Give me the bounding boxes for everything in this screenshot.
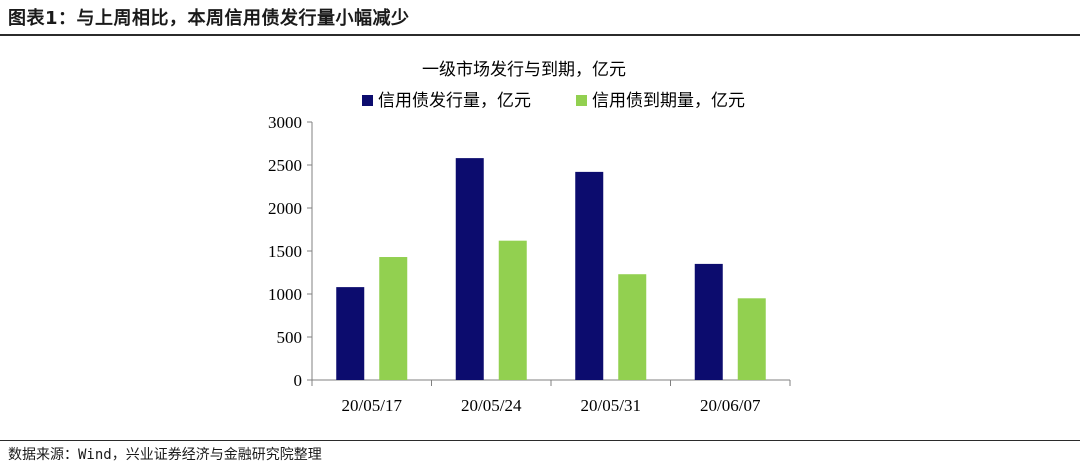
legend-label-1: 信用债发行量，亿元	[378, 91, 531, 111]
chart-title: 一级市场发行与到期，亿元	[422, 60, 626, 80]
y-tick-label-3: 1500	[268, 242, 302, 261]
bar-series2-20-05-17	[379, 257, 408, 380]
x-tick-label-4: 20/06/07	[700, 396, 761, 415]
figure-title: 图表1：与上周相比，本周信用债发行量小幅减少	[8, 8, 410, 29]
bars	[336, 158, 766, 380]
legend: 信用债发行量，亿元 信用债到期量，亿元	[362, 91, 745, 111]
bar-series2-20-05-24	[498, 240, 527, 380]
axes: 0 500 1000 1500 2000 2500 3000 20/05/17 20/05/24…	[268, 113, 791, 415]
y-tick-label-6: 3000	[268, 113, 302, 132]
y-tick-label-5: 2500	[268, 156, 302, 175]
x-tick-label-2: 20/05/24	[461, 396, 522, 415]
source-note: 数据来源：Wind，兴业证券经济与金融研究院整理	[8, 447, 322, 463]
legend-swatch-1	[362, 95, 373, 106]
y-tick-label-1: 500	[277, 328, 303, 347]
y-tick-label-2: 1000	[268, 285, 302, 304]
bar-series1-20-06-07	[694, 263, 723, 380]
y-tick-label-0: 0	[294, 371, 303, 390]
bar-series2-20-06-07	[737, 298, 766, 380]
bar-series1-20-05-17	[336, 287, 365, 380]
bottom-divider	[0, 440, 1080, 441]
x-tick-label-3: 20/05/31	[581, 396, 641, 415]
top-divider	[0, 34, 1080, 36]
y-tick-label-4: 2000	[268, 199, 302, 218]
legend-label-2: 信用债到期量，亿元	[592, 91, 745, 111]
bar-series2-20-05-31	[618, 274, 647, 380]
bar-chart: 一级市场发行与到期，亿元 信用债发行量，亿元 信用债到期量，亿元 0 500 1000…	[268, 60, 791, 415]
x-tick-label-1: 20/05/17	[342, 396, 403, 415]
legend-swatch-2	[576, 95, 587, 106]
bar-series1-20-05-24	[455, 158, 484, 380]
bar-series1-20-05-31	[575, 171, 604, 380]
